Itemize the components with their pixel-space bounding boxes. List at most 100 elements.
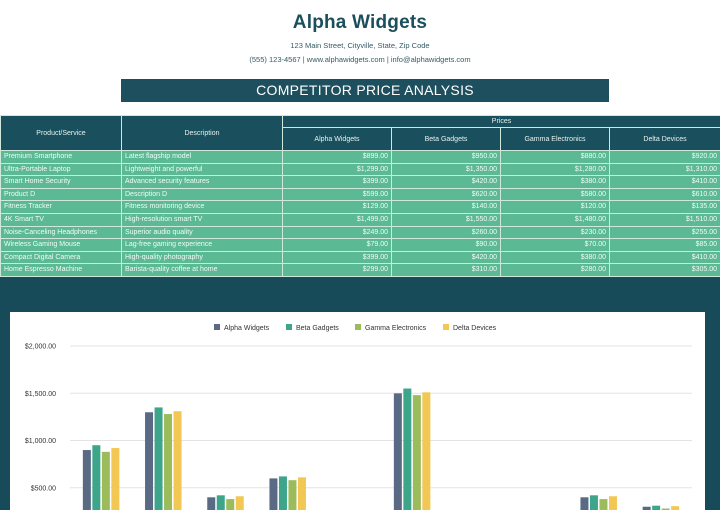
bar bbox=[83, 450, 91, 510]
bar bbox=[111, 448, 119, 510]
bar bbox=[217, 495, 225, 510]
price-cell: $230.00 bbox=[501, 226, 610, 239]
legend-swatch bbox=[214, 324, 220, 330]
description-cell: Lightweight and powerful bbox=[122, 163, 283, 176]
product-cell: 4K Smart TV bbox=[1, 213, 122, 226]
product-cell: Home Espresso Machine bbox=[1, 264, 122, 277]
company-name: Alpha Widgets bbox=[0, 12, 720, 34]
bar bbox=[164, 414, 172, 510]
price-cell: $410.00 bbox=[610, 251, 720, 264]
bar bbox=[92, 445, 100, 510]
bar bbox=[279, 476, 287, 510]
company-contact: (555) 123-4567 | www.alphawidgets.com | … bbox=[0, 55, 720, 64]
price-cell: $880.00 bbox=[501, 151, 610, 164]
header-competitor: Delta Devices bbox=[610, 128, 720, 151]
price-cell: $120.00 bbox=[501, 201, 610, 214]
y-tick-label: $500.00 bbox=[31, 485, 56, 492]
bar bbox=[599, 499, 607, 510]
description-cell: Fitness monitoring device bbox=[122, 201, 283, 214]
product-cell: Premium Smartphone bbox=[1, 151, 122, 164]
report-title-banner: COMPETITOR PRICE ANALYSIS bbox=[121, 79, 609, 102]
price-cell: $310.00 bbox=[392, 264, 501, 277]
price-cell: $1,499.00 bbox=[283, 213, 392, 226]
product-cell: Noise-Canceling Headphones bbox=[1, 226, 122, 239]
description-cell: Description D bbox=[122, 188, 283, 201]
description-cell: Barista-quality coffee at home bbox=[122, 264, 283, 277]
bar bbox=[174, 411, 182, 510]
bar bbox=[413, 395, 421, 510]
price-cell: $620.00 bbox=[392, 188, 501, 201]
legend-label: Gamma Electronics bbox=[365, 325, 427, 332]
legend-swatch bbox=[443, 324, 449, 330]
bar bbox=[288, 480, 296, 510]
y-tick-label: $2,000.00 bbox=[25, 344, 56, 351]
company-header: Alpha Widgets 123 Main Street, Cityville… bbox=[0, 12, 720, 64]
price-cell: $129.00 bbox=[283, 201, 392, 214]
bar bbox=[102, 452, 110, 510]
legend-label: Beta Gadgets bbox=[296, 325, 339, 332]
price-cell: $305.00 bbox=[610, 264, 720, 277]
price-cell: $610.00 bbox=[610, 188, 720, 201]
price-cell: $135.00 bbox=[610, 201, 720, 214]
price-cell: $1,510.00 bbox=[610, 213, 720, 226]
product-cell: Wireless Gaming Mouse bbox=[1, 239, 122, 252]
price-cell: $280.00 bbox=[501, 264, 610, 277]
description-cell: Latest flagship model bbox=[122, 151, 283, 164]
price-cell: $299.00 bbox=[283, 264, 392, 277]
price-cell: $255.00 bbox=[610, 226, 720, 239]
legend-label: Alpha Widgets bbox=[224, 325, 270, 332]
header-competitor: Beta Gadgets bbox=[392, 128, 501, 151]
bar bbox=[236, 496, 244, 510]
product-cell: Product D bbox=[1, 188, 122, 201]
price-cell: $85.00 bbox=[610, 239, 720, 252]
price-cell: $380.00 bbox=[501, 176, 610, 189]
price-cell: $1,550.00 bbox=[392, 213, 501, 226]
bar bbox=[298, 477, 306, 510]
header-competitor: Gamma Electronics bbox=[501, 128, 610, 151]
company-address: 123 Main Street, Cityville, State, Zip C… bbox=[0, 41, 720, 50]
bar bbox=[403, 389, 411, 510]
price-table: Product/Service Description Prices Alpha… bbox=[0, 115, 720, 277]
price-cell: $599.00 bbox=[283, 188, 392, 201]
legend-label: Delta Devices bbox=[453, 325, 497, 332]
product-cell: Compact Digital Camera bbox=[1, 251, 122, 264]
price-cell: $260.00 bbox=[392, 226, 501, 239]
price-cell: $399.00 bbox=[283, 251, 392, 264]
price-cell: $899.00 bbox=[283, 151, 392, 164]
header-description: Description bbox=[122, 116, 283, 151]
price-cell: $70.00 bbox=[501, 239, 610, 252]
bar bbox=[671, 506, 679, 510]
description-cell: High-resolution smart TV bbox=[122, 213, 283, 226]
price-cell: $920.00 bbox=[610, 151, 720, 164]
header-competitor: Alpha Widgets bbox=[283, 128, 392, 151]
price-cell: $420.00 bbox=[392, 176, 501, 189]
bar bbox=[226, 499, 234, 510]
price-chart-card: Alpha Widgets Beta Gadgets Gamma Electroni… bbox=[10, 312, 705, 510]
header-product: Product/Service bbox=[1, 116, 122, 151]
description-cell: Advanced security features bbox=[122, 176, 283, 189]
price-cell: $90.00 bbox=[392, 239, 501, 252]
price-cell: $380.00 bbox=[501, 251, 610, 264]
price-cell: $79.00 bbox=[283, 239, 392, 252]
bar bbox=[145, 412, 153, 510]
bar bbox=[422, 392, 430, 510]
price-cell: $249.00 bbox=[283, 226, 392, 239]
product-cell: Fitness Tracker bbox=[1, 201, 122, 214]
description-cell: Lag-free gaming experience bbox=[122, 239, 283, 252]
description-cell: High-quality photography bbox=[122, 251, 283, 264]
bar bbox=[155, 407, 163, 510]
price-table-container: Product/Service Description Prices Alpha… bbox=[0, 115, 720, 290]
legend-swatch bbox=[355, 324, 361, 330]
bar bbox=[580, 497, 588, 510]
price-cell: $580.00 bbox=[501, 188, 610, 201]
bar bbox=[609, 496, 617, 510]
legend-swatch bbox=[286, 324, 292, 330]
